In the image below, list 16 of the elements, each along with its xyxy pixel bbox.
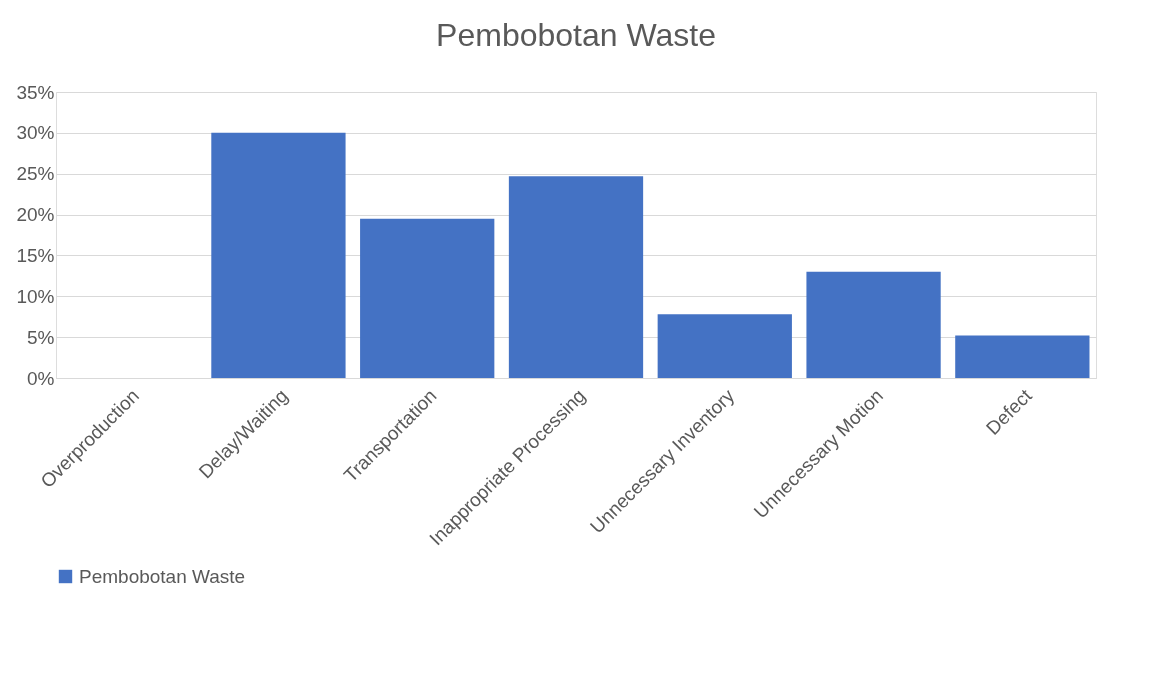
y-tick-label: 5%: [27, 326, 55, 348]
bar: [508, 176, 644, 378]
bar: [806, 271, 941, 378]
bar: [211, 132, 346, 378]
y-tick-label: 10%: [16, 285, 55, 307]
bar: [955, 335, 1090, 378]
bar: [657, 314, 792, 378]
bar: [360, 218, 495, 378]
y-tick-label: 15%: [16, 244, 55, 266]
y-tick-label: 0%: [27, 367, 55, 389]
chart-title: Pembobotan Waste: [436, 17, 716, 53]
y-tick-label: 30%: [16, 122, 55, 144]
y-tick-label: 25%: [16, 163, 55, 185]
y-tick-label: 20%: [16, 204, 55, 226]
y-tick-label: 35%: [16, 81, 55, 103]
legend-label: Pembobotan Waste: [79, 565, 246, 587]
